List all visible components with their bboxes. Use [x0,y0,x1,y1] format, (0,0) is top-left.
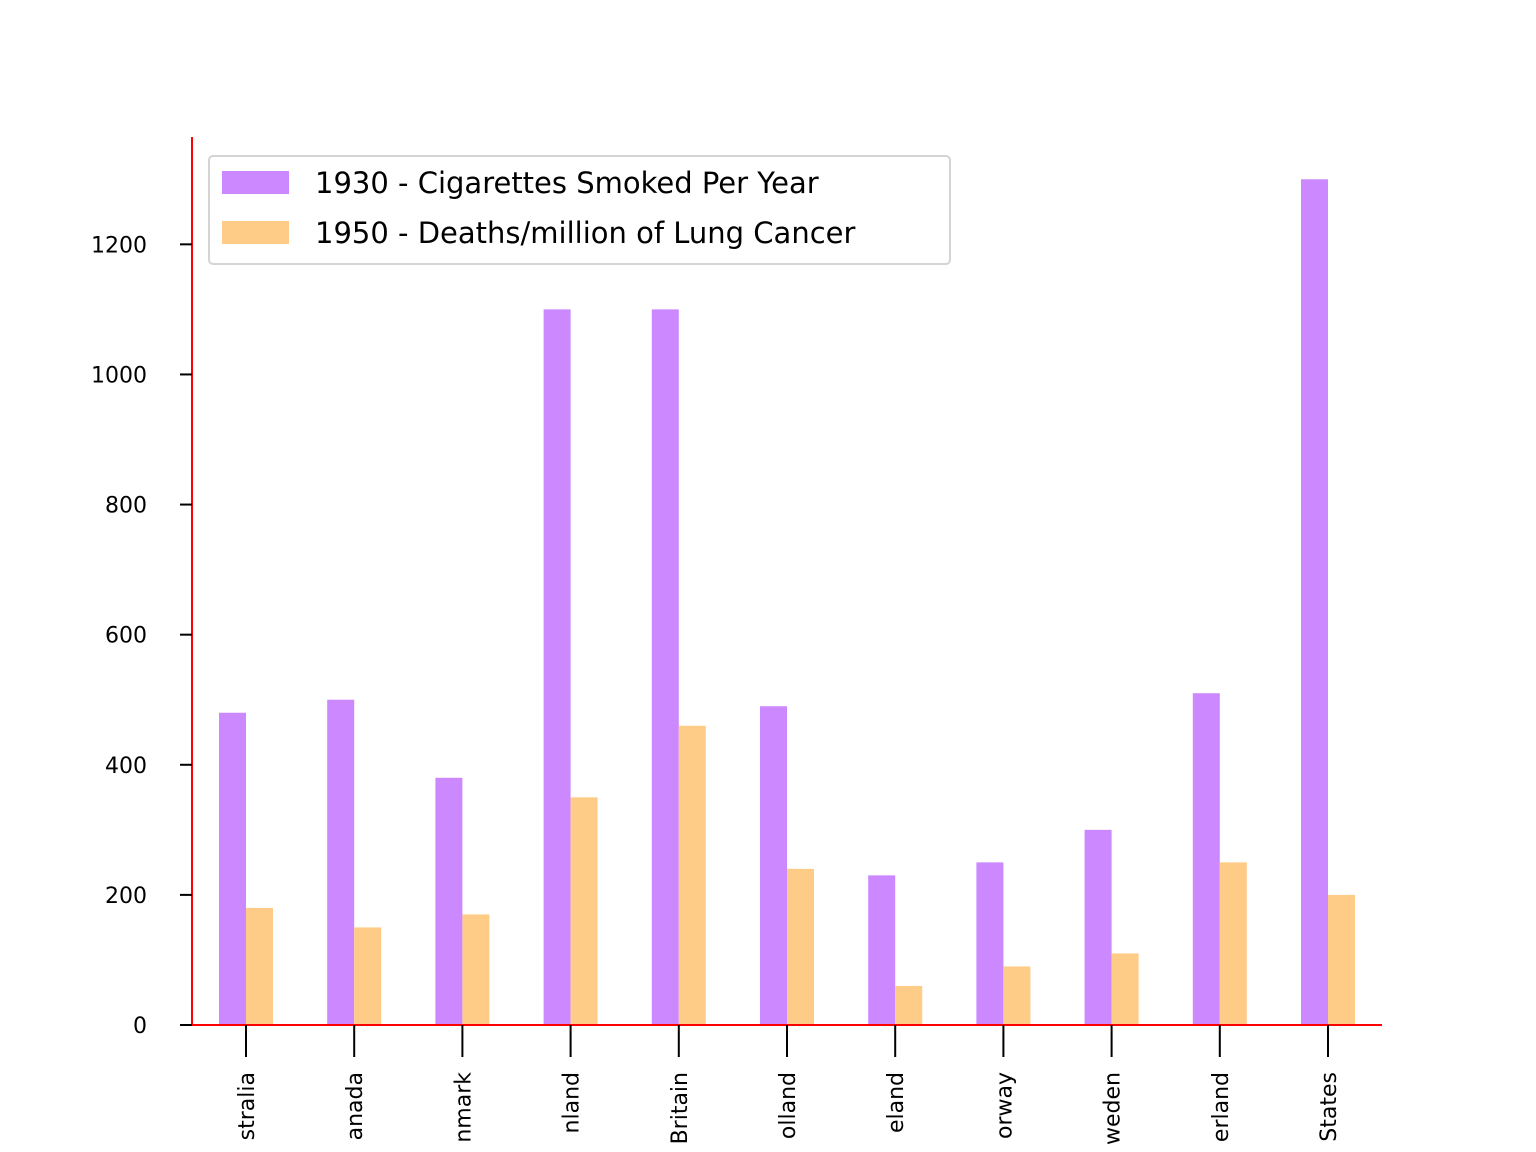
bar-1950-holland [787,868,814,1025]
legend-label-1930: 1930 - Cigarettes Smoked Per Year [315,166,819,200]
bar-1950-iceland [895,985,923,1025]
legend: 1930 - Cigarettes Smoked Per Year 1950 -… [208,155,951,265]
x-tick-label: erland [1209,1072,1234,1142]
bar-1930-sweden [1084,829,1112,1025]
bar-1950-united-states [1328,894,1355,1025]
bar-1930-iceland [868,875,896,1025]
x-tick-label: weden [1101,1072,1126,1145]
bars-group [219,179,1355,1026]
bar-1950-great-britain [678,725,706,1025]
x-tick-label: nland [560,1072,585,1133]
bar-1930-canada [327,699,355,1025]
bar-1950-sweden [1111,953,1139,1025]
x-tick-label: anada [343,1072,368,1140]
bar-1950-finland [570,797,598,1025]
y-tick-label: 800 [105,494,147,519]
bar-1930-united-states [1301,179,1328,1026]
bar-1930-switzerland [1192,693,1220,1025]
y-ticks-group: 0 200 400 600 800 1000 1200 [91,233,192,1039]
bar-1930-holland [760,706,787,1025]
bar-1930-australia [219,712,246,1025]
x-tick-label: States [1317,1072,1342,1142]
bar-1950-denmark [462,914,490,1025]
bar-1950-norway [1003,966,1031,1025]
legend-swatch-1930 [222,171,289,194]
y-tick-label: 1200 [91,233,147,258]
bar-1930-great-britain [651,309,679,1025]
y-tick-label: 1000 [91,363,147,388]
x-tick-label: nmark [451,1072,476,1143]
legend-frame [208,155,951,265]
x-tick-label: orway [992,1072,1017,1139]
bar-1930-finland [543,309,571,1025]
y-tick-label: 400 [105,754,147,779]
bar-1930-norway [976,862,1004,1025]
bar-1950-switzerland [1219,862,1247,1025]
x-tick-label: stralia [235,1072,260,1140]
x-tick-label: olland [776,1072,801,1139]
legend-label-1950: 1950 - Deaths/million of Lung Cancer [315,216,855,250]
x-tick-label: eland [884,1072,909,1133]
y-tick-label: 600 [105,624,147,649]
y-tick-label: 0 [133,1014,147,1039]
legend-swatch-1950 [222,221,289,244]
bar-1950-canada [354,927,382,1025]
x-ticks-group: stralia anada nmark nland Britain olland eland… [235,1025,1342,1145]
bar-1930-denmark [435,777,463,1025]
y-tick-label: 200 [105,884,147,909]
x-tick-label: Britain [668,1072,693,1144]
bar-1950-australia [246,907,273,1025]
